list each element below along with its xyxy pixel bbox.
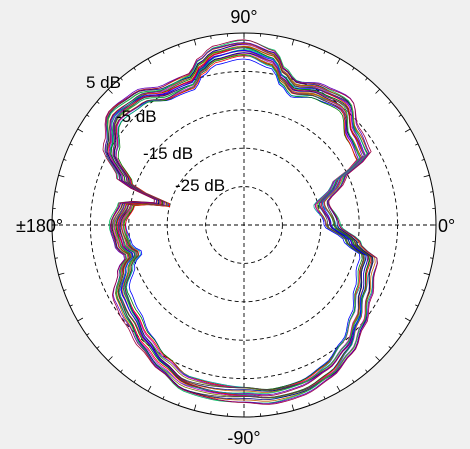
angle-tick <box>398 114 402 117</box>
angle-tick <box>210 35 212 39</box>
angle-tick <box>58 272 65 276</box>
radial-label: 5 dB <box>86 73 121 92</box>
angle-tick <box>69 304 73 307</box>
angle-tick <box>415 143 419 146</box>
angle-tick <box>352 379 355 383</box>
angle-tick <box>308 402 311 406</box>
angle-tick <box>210 411 212 415</box>
radial-label: -15 dB <box>143 144 193 163</box>
radial-label: -25 dB <box>175 176 225 195</box>
angle-tick <box>147 385 152 392</box>
angle-tick <box>404 317 411 322</box>
angle-tick <box>423 174 430 178</box>
angle-tick <box>375 356 381 362</box>
angle-tick <box>323 396 326 400</box>
angle-tick <box>96 346 100 349</box>
angle-tick <box>86 114 90 117</box>
angle-tick <box>63 289 67 292</box>
angle-tick <box>177 44 180 48</box>
angle-tick <box>120 77 123 81</box>
series-line-17 <box>108 44 374 399</box>
angle-tick <box>365 77 368 81</box>
radial-labels: -25 dB -15 dB -5 dB 5 dB <box>86 73 225 195</box>
angle-tick <box>63 158 67 161</box>
angle-tick <box>291 39 295 46</box>
angle-tick <box>162 396 165 400</box>
angle-tick <box>423 272 430 276</box>
series-line-2 <box>117 54 363 390</box>
series-line-24 <box>102 39 378 405</box>
angle-tick <box>375 88 381 94</box>
grid-ring <box>128 109 360 341</box>
angle-tick <box>54 257 58 259</box>
angle-tick <box>336 58 341 65</box>
angle-tick <box>133 379 136 383</box>
angle-tick <box>421 158 425 161</box>
angle-tick <box>430 191 434 193</box>
angle-tick <box>107 88 113 94</box>
angle-tick <box>58 174 65 178</box>
angle-tick <box>388 346 392 349</box>
angle-label: 0° <box>438 216 455 236</box>
series-line-20 <box>106 43 374 401</box>
angle-tick <box>308 44 311 48</box>
angle-tick <box>398 333 402 336</box>
angle-tick <box>69 143 73 146</box>
angle-tick <box>147 58 152 65</box>
angle-tick <box>77 128 84 133</box>
angle-tick <box>54 191 58 193</box>
angle-tick <box>404 128 411 133</box>
angle-tick <box>276 35 278 39</box>
angle-tick <box>193 404 197 411</box>
angle-tick <box>415 304 419 307</box>
angle-tick <box>323 50 326 54</box>
grid-ring <box>205 186 283 264</box>
angle-tick <box>120 369 123 373</box>
angle-tick <box>133 67 136 71</box>
series-line-12 <box>109 47 370 397</box>
angle-labels: 90° 0° -90° ±180° <box>16 7 455 448</box>
angle-tick <box>162 50 165 54</box>
series-group <box>102 39 378 405</box>
angle-label: -90° <box>227 428 260 448</box>
angle-tick <box>388 101 392 104</box>
angle-tick <box>77 317 84 322</box>
angle-tick <box>430 257 434 259</box>
angle-tick <box>107 356 113 362</box>
angle-tick <box>86 333 90 336</box>
angle-tick <box>336 385 341 392</box>
angle-tick <box>291 404 295 411</box>
series-line-14 <box>110 46 370 398</box>
angle-label: ±180° <box>16 216 63 236</box>
angle-tick <box>365 369 368 373</box>
radial-label: -5 dB <box>116 107 157 126</box>
series-line-9 <box>112 50 369 393</box>
angle-label: 90° <box>230 7 257 27</box>
angle-tick <box>352 67 355 71</box>
angle-tick <box>193 39 197 46</box>
angle-tick <box>96 101 100 104</box>
angle-tick <box>177 402 180 406</box>
angle-tick <box>421 289 425 292</box>
angle-tick <box>276 411 278 415</box>
